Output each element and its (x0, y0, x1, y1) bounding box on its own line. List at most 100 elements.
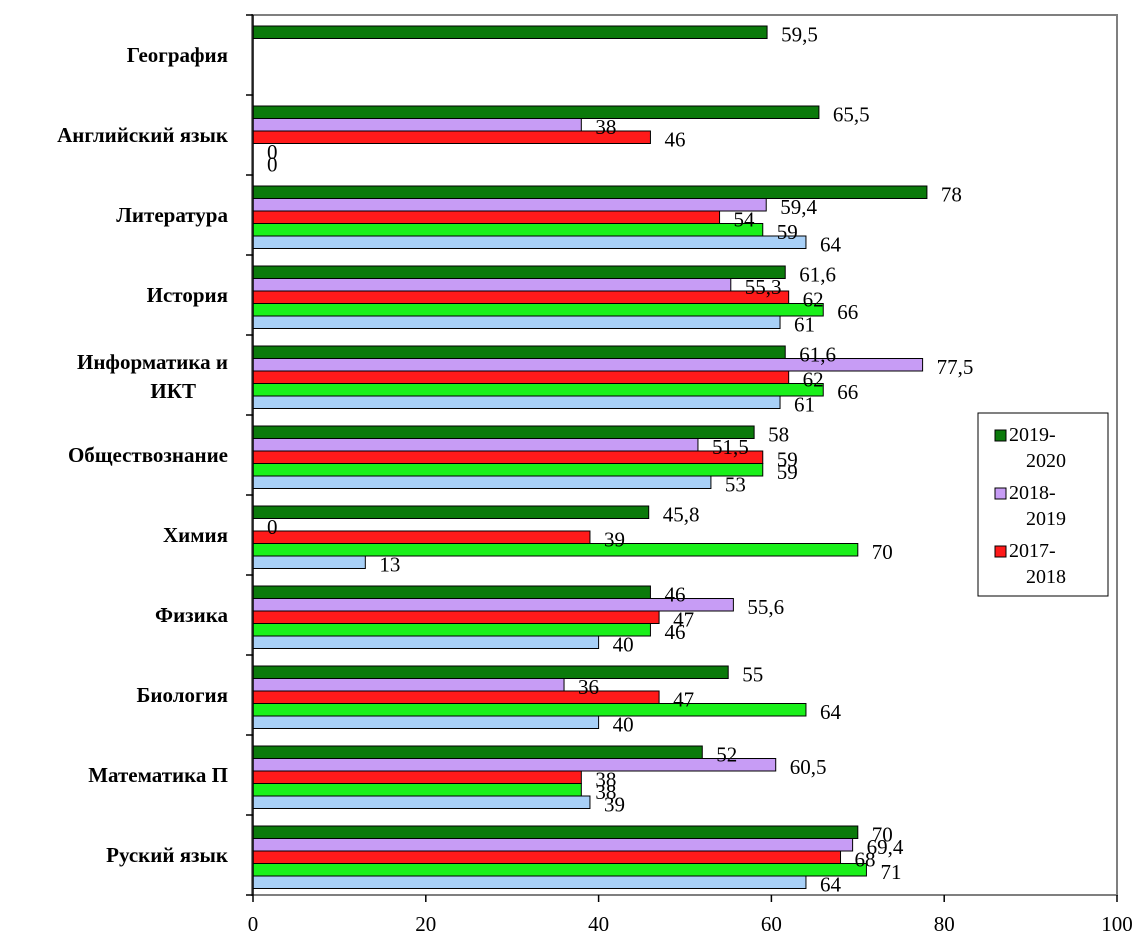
data-label: 66 (837, 380, 858, 404)
data-label: 0 (267, 140, 278, 164)
data-label: 46 (664, 583, 685, 607)
category-labels-layer: География Английский язык Литература Истори… (57, 43, 229, 867)
data-label: 40 (613, 713, 634, 737)
data-label: 59 (777, 220, 798, 244)
legend-entry: 2019-2020 (1009, 424, 1066, 472)
data-label: 39 (604, 793, 625, 817)
data-label: 62 (803, 368, 824, 392)
category-label: История (147, 283, 228, 307)
data-label: 71 (880, 860, 901, 884)
bar (252, 505, 650, 519)
x-tick-label: 80 (934, 912, 955, 936)
data-label: 64 (820, 873, 842, 897)
bar (252, 838, 854, 852)
bar (252, 783, 582, 797)
data-label: 59,5 (781, 23, 818, 47)
bar (252, 105, 820, 119)
data-label: 69,4 (867, 835, 904, 859)
data-label: 61 (794, 313, 815, 337)
data-label: 61,6 (799, 263, 836, 287)
bar (252, 25, 768, 39)
data-label: 38 (595, 768, 616, 792)
bar (252, 315, 781, 329)
data-label: 70 (872, 540, 893, 564)
bar (252, 223, 764, 237)
data-label: 40 (613, 633, 634, 657)
category-label: Биология (137, 683, 229, 707)
data-label: 39 (604, 528, 625, 552)
bar (252, 303, 824, 317)
legend-entry: 2017-2018 (1009, 540, 1066, 588)
bars-layer (252, 25, 928, 889)
data-label: 52 (716, 743, 737, 767)
category-label: Физика (155, 603, 228, 627)
bar (252, 370, 790, 384)
legend-box (977, 412, 1109, 597)
category-label: Руский язык (106, 843, 229, 867)
bar (252, 863, 867, 877)
legend-swatch (994, 429, 1007, 442)
bar (252, 185, 928, 199)
bar (252, 825, 859, 839)
data-label: 65,5 (833, 103, 870, 127)
data-label: 60,5 (790, 755, 827, 779)
data-label: 38 (595, 115, 616, 139)
category-label: Обществознание (68, 443, 228, 467)
bar (252, 450, 764, 464)
data-label: 59 (777, 460, 798, 484)
bar (252, 758, 777, 772)
category-label: Математика П (88, 763, 228, 787)
legend: 2019-2020 2018-2019 2017-2018 (977, 412, 1109, 597)
category-label: Английский язык (57, 123, 229, 147)
bar (252, 678, 565, 692)
bar (252, 395, 781, 409)
data-label: 36 (578, 675, 599, 699)
bar (252, 715, 600, 729)
bar (252, 745, 703, 759)
category-label: Информатика и ИКТ (77, 350, 228, 403)
data-label: 55,6 (747, 595, 784, 619)
category-label: География (127, 43, 228, 67)
bar (252, 850, 842, 864)
data-label: 0 (267, 515, 278, 539)
x-tick-label: 20 (415, 912, 436, 936)
data-label: 58 (768, 423, 789, 447)
bar (252, 635, 600, 649)
bar (252, 598, 734, 612)
value-labels-layer: 59,565,53846007859,454596461,655,3626661… (267, 23, 973, 897)
bar (252, 290, 790, 304)
bar (252, 345, 786, 359)
bar (252, 623, 651, 637)
bar (252, 278, 732, 292)
data-label: 46 (664, 128, 685, 152)
bar (252, 795, 591, 809)
x-tick-label: 100 (1101, 912, 1133, 936)
data-label: 51,5 (712, 435, 749, 459)
bar (252, 585, 651, 599)
data-label: 47 (673, 688, 694, 712)
bar (252, 665, 729, 679)
data-label: 53 (725, 473, 746, 497)
data-label: 13 (379, 553, 400, 577)
category-label: Химия (163, 523, 228, 547)
bar (252, 703, 807, 717)
x-tick-label: 0 (248, 912, 259, 936)
data-label: 64 (820, 700, 842, 724)
bar (252, 438, 699, 452)
bar (252, 210, 721, 224)
bar (252, 555, 366, 569)
data-label: 46 (664, 620, 685, 644)
x-tick-label: 40 (588, 912, 609, 936)
data-label: 61 (794, 393, 815, 417)
data-label: 64 (820, 233, 842, 257)
bar (252, 425, 755, 439)
legend-swatch (994, 545, 1007, 558)
data-label: 38 (595, 780, 616, 804)
bar (252, 383, 824, 397)
data-label: 68 (855, 848, 876, 872)
data-label: 47 (673, 608, 694, 632)
data-label: 78 (941, 183, 962, 207)
data-label: 55,3 (745, 275, 782, 299)
bar (252, 543, 859, 557)
